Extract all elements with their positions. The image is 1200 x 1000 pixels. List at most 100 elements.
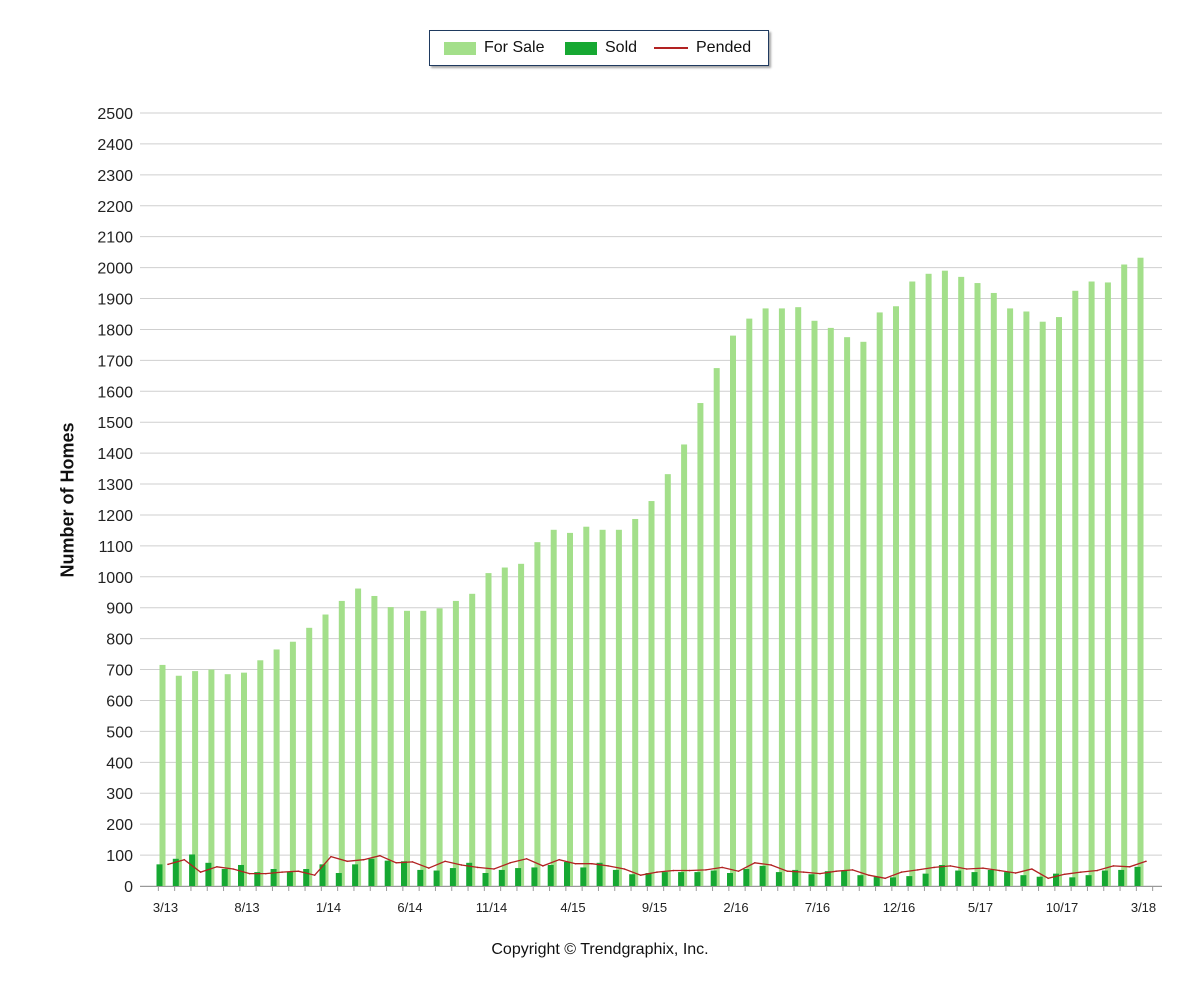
x-tick-label: 10/17 xyxy=(1046,900,1079,915)
point-pended xyxy=(656,871,658,873)
point-pended xyxy=(982,867,984,869)
bar-sold xyxy=(694,872,701,886)
legend-label-for-sale: For Sale xyxy=(484,39,545,56)
bar-sold xyxy=(433,870,440,886)
bar-sold xyxy=(727,873,733,886)
point-pended xyxy=(965,868,968,870)
bar-for-sale xyxy=(1121,264,1128,886)
bar-sold xyxy=(1118,869,1125,886)
bar-for-sale xyxy=(273,649,280,886)
x-tick-label: 1/14 xyxy=(316,900,341,915)
bar-sold xyxy=(172,858,179,886)
bar-for-sale xyxy=(485,573,492,886)
copyright-text: Copyright © Trendgraphix, Inc. xyxy=(491,941,709,958)
bar-for-sale xyxy=(958,276,965,887)
bar-sold xyxy=(531,867,538,886)
bar-for-sale xyxy=(990,292,997,886)
point-pended xyxy=(362,858,365,861)
y-tick-label: 100 xyxy=(106,848,133,865)
bar-for-sale xyxy=(697,403,704,886)
x-tick-label: 5/17 xyxy=(968,900,993,915)
bar-for-sale xyxy=(1023,311,1030,886)
point-pended xyxy=(167,863,169,866)
point-pended xyxy=(1112,865,1115,867)
bar-sold xyxy=(841,870,848,886)
point-pended xyxy=(460,864,463,866)
bar-sold xyxy=(1085,875,1092,886)
y-tick-label: 2100 xyxy=(97,230,133,247)
bar-sold xyxy=(466,862,473,886)
bar-for-sale xyxy=(681,444,688,886)
bar-sold xyxy=(1036,876,1043,886)
bar-for-sale xyxy=(941,270,948,886)
bar-sold xyxy=(775,872,782,886)
bar-for-sale xyxy=(648,501,655,886)
bar-for-sale xyxy=(1137,257,1144,887)
bar-sold xyxy=(906,876,913,886)
bar-sold xyxy=(759,865,766,886)
bar-sold xyxy=(1020,875,1027,886)
point-pended xyxy=(705,869,707,871)
bar-sold xyxy=(319,864,326,886)
y-tick-label: 500 xyxy=(106,724,133,741)
bar-for-sale xyxy=(501,567,508,886)
point-pended xyxy=(509,862,512,864)
bar-sold xyxy=(612,869,619,886)
legend-line-pended xyxy=(654,47,688,49)
legend-label-sold: Sold xyxy=(605,39,638,56)
bar-sold xyxy=(938,864,945,886)
bar-sold xyxy=(417,869,424,886)
y-tick-label: 2300 xyxy=(97,168,133,185)
bar-for-sale xyxy=(844,337,851,886)
point-pended xyxy=(786,870,789,872)
bar-for-sale xyxy=(925,273,932,886)
point-pended xyxy=(868,874,870,876)
bar-for-sale xyxy=(778,308,785,886)
point-pended xyxy=(525,857,528,860)
y-tick-label: 700 xyxy=(106,663,133,680)
bar-sold xyxy=(824,871,831,886)
bar-sold xyxy=(1134,866,1141,886)
point-pended xyxy=(574,862,577,865)
bar-sold xyxy=(645,873,652,886)
y-tick-label: 900 xyxy=(106,601,133,618)
bar-sold xyxy=(661,872,668,886)
bar-for-sale xyxy=(322,614,329,886)
bar-for-sale xyxy=(387,607,394,886)
bar-sold xyxy=(270,868,277,886)
point-pended xyxy=(297,870,300,872)
bar-for-sale xyxy=(257,660,264,886)
bar-sold xyxy=(629,874,636,886)
bar-for-sale xyxy=(436,608,443,886)
x-tick-label: 6/14 xyxy=(397,900,422,915)
bar-for-sale xyxy=(974,283,981,886)
y-tick-label: 0 xyxy=(124,879,133,896)
bar-sold xyxy=(1101,870,1108,886)
y-tick-label: 1000 xyxy=(97,570,133,587)
bar-for-sale xyxy=(1104,282,1111,886)
point-pended xyxy=(1047,877,1049,880)
x-tick-label: 4/15 xyxy=(560,900,585,915)
point-pended xyxy=(199,871,202,873)
point-pended xyxy=(900,871,903,873)
bar-sold xyxy=(368,858,375,886)
point-pended xyxy=(721,866,723,869)
x-tick-label: 8/13 xyxy=(234,900,259,915)
point-pended xyxy=(1080,871,1082,873)
bar-for-sale xyxy=(876,312,883,887)
point-pended xyxy=(1145,860,1147,863)
y-tick-label: 400 xyxy=(106,755,133,772)
bar-for-sale xyxy=(159,664,166,886)
bar-for-sale xyxy=(795,307,802,886)
point-pended xyxy=(1128,866,1131,868)
bar-sold xyxy=(515,868,522,886)
point-pended xyxy=(754,862,756,864)
bar-for-sale xyxy=(811,320,818,886)
bar-for-sale xyxy=(534,542,541,886)
bar-for-sale xyxy=(860,341,867,887)
bar-sold xyxy=(384,860,391,886)
x-tick-label: 11/14 xyxy=(476,900,508,915)
bar-for-sale xyxy=(827,327,834,886)
bar-sold xyxy=(189,854,196,886)
point-pended xyxy=(411,861,414,863)
